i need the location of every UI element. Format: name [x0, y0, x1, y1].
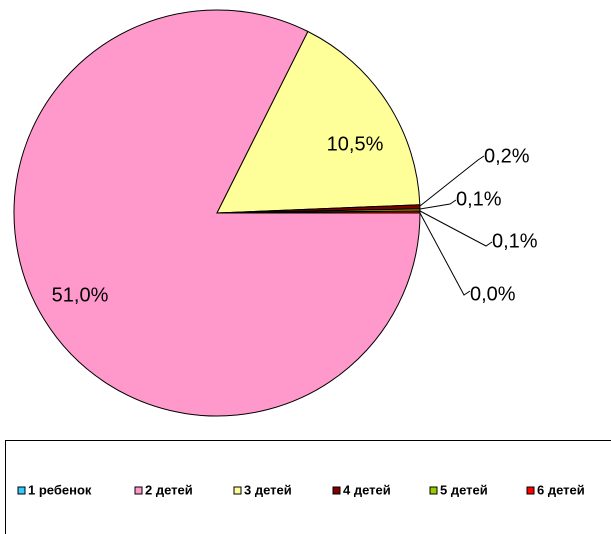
legend-label: 3 детей: [244, 482, 292, 497]
legend-swatch: [134, 486, 143, 495]
data-label: 51,0%: [52, 284, 109, 306]
data-label: 10,5%: [327, 133, 384, 155]
data-label: 0,1%: [492, 230, 538, 252]
legend-label: 1 ребенок: [28, 482, 92, 497]
pie-slice: [216, 30, 421, 214]
legend-swatch: [429, 486, 438, 495]
legend-label: 2 детей: [145, 482, 193, 497]
legend-box: [5, 440, 611, 534]
leader-line: [419, 199, 457, 210]
leader-line: [419, 155, 485, 207]
data-label: 0,0%: [470, 283, 516, 305]
legend-swatch: [526, 486, 535, 495]
leader-line: [419, 210, 493, 247]
legend-label: 6 детей: [537, 482, 585, 497]
leader-line: [419, 212, 471, 296]
legend-swatch: [332, 486, 341, 495]
legend-swatch: [233, 486, 242, 495]
legend-label: 5 детей: [440, 482, 488, 497]
data-label: 0,1%: [456, 188, 502, 210]
pie-slice: [216, 210, 421, 214]
data-label: 0,2%: [484, 145, 530, 167]
legend-label: 4 детей: [343, 482, 391, 497]
legend-swatch: [17, 486, 26, 495]
